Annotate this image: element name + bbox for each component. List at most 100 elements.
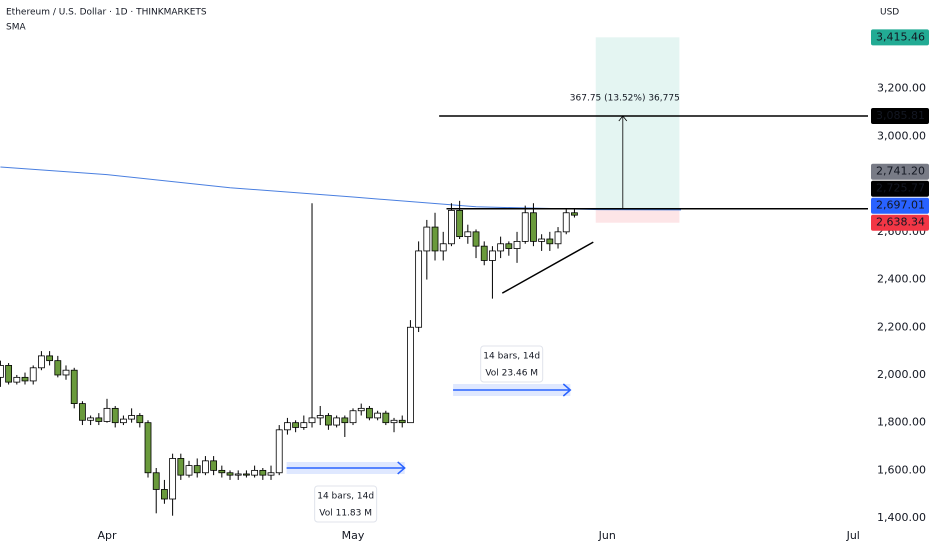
candle-body [325,415,332,426]
candle-body [382,412,390,424]
candle-body [38,355,45,369]
sma-line [0,166,682,211]
candle-body [120,418,127,424]
candle-body [464,231,472,238]
candle-body [439,243,447,252]
candle-body [530,212,537,242]
y-tick-label: 1,600.00 [877,463,926,476]
measure-arrowhead [618,115,628,122]
x-tick-label: Jun [598,529,616,542]
position-target-zone [595,37,680,209]
candle-body [103,407,111,422]
price-label-box [871,107,929,124]
candle-body [456,209,464,238]
candle-body [234,473,242,476]
currency-label: USD [880,8,899,18]
candle-body [46,355,54,362]
candle-body [308,417,316,424]
candle-body [374,412,382,419]
candle-body [54,360,62,376]
price-label-box [871,29,929,46]
date-range-label-box [480,345,544,383]
price-label-box [871,214,929,231]
y-tick-label: 3,200.00 [877,82,926,95]
candle-body [243,473,250,476]
date-range-label-box [314,485,378,523]
candle-body [259,469,267,476]
price-label-box [871,180,929,197]
candle-body [210,460,218,471]
candle-body [554,231,562,245]
trendline [501,241,594,294]
date-range-arrowhead [397,461,406,475]
candle-body [169,458,177,500]
candle-body [13,376,21,383]
candle-body [5,365,13,383]
candle-body [292,422,300,428]
candle-body [497,243,505,252]
candle-body [70,369,78,404]
y-tick-label: 3,000.00 [877,129,926,142]
candle-body [489,250,496,261]
price-label: 3,415.46 [876,30,925,43]
candle-body [505,243,513,249]
candle-body [349,410,357,424]
price-label-box [871,197,929,214]
date-range-volume: Vol 11.83 M [319,508,372,518]
y-tick-label: 2,200.00 [877,320,926,333]
candle-body [251,469,259,476]
candle-body [185,465,193,476]
y-tick-label: 1,400.00 [877,511,926,524]
date-range-volume: Vol 23.46 M [485,368,538,378]
candle-body [275,429,283,474]
y-tick-label: 1,800.00 [877,416,926,429]
candle-body [218,469,226,474]
candle-body [390,419,398,424]
candle-body [95,417,103,422]
candle-body [423,226,431,252]
candle-body [546,238,554,245]
candle-body [571,212,578,216]
candle-body [357,407,365,412]
candle-body [480,245,488,261]
x-tick-label: Apr [97,529,117,542]
candle-body [398,419,406,424]
price-label: 2,725.77 [876,182,925,195]
candle-body [316,415,324,419]
candle-body [0,365,4,378]
measure-label: 367.75 (13.52%) 36,775 [570,93,680,103]
chart-title: Ethereum / U.S. Dollar · 1D · THINKMARKE… [6,8,207,18]
y-tick-label: 2,000.00 [877,368,926,381]
candle-body [538,238,546,242]
candle-body [193,465,201,474]
candle-body [111,407,119,424]
candle-body [341,417,349,424]
candle-body [448,209,455,245]
candle-body [521,212,529,242]
candle-body [415,250,423,328]
candle-body [161,489,168,500]
candle-body [407,326,414,424]
candle-body [472,231,480,247]
candle-body [431,226,439,252]
candle-body [226,472,234,476]
price-label: 2,638.34 [876,216,925,229]
candle-body [300,422,308,428]
candle-body [79,403,86,421]
candle-body [562,212,570,233]
candle-body [513,240,521,249]
price-label: 2,697.01 [876,199,925,212]
date-range-arrowhead [562,383,572,397]
x-tick-label: Jul [846,529,860,542]
indicator-label: SMA [6,23,26,33]
x-tick-label: May [342,529,365,542]
candle-body [333,417,341,426]
candle-body [267,472,275,476]
date-range-bars: 14 bars, 14d [483,351,540,361]
price-label: 2,741.20 [876,165,925,178]
price-label: 3,085.81 [876,109,925,122]
candle-body [136,415,144,424]
candle-body [29,367,37,382]
candle-body [128,415,136,420]
